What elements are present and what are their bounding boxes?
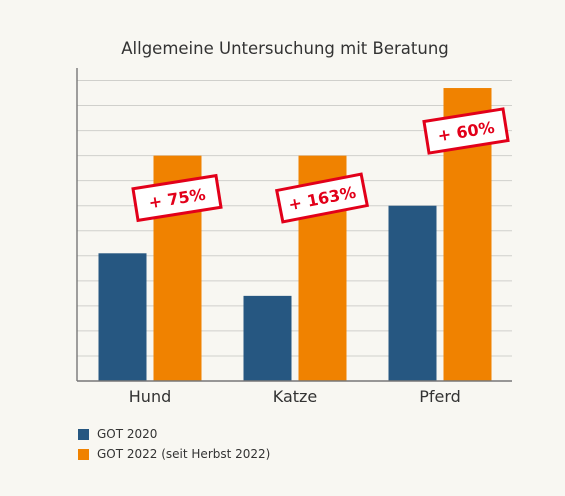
legend-item-got2020: GOT 2020 (78, 424, 270, 444)
legend-item-got2022: GOT 2022 (seit Herbst 2022) (78, 444, 270, 464)
bars (98, 88, 492, 382)
chart-title: Allgemeine Untersuchung mit Beratung (121, 39, 449, 58)
legend: GOT 2020 GOT 2022 (seit Herbst 2022) (78, 424, 270, 464)
legend-swatch-got2022 (78, 448, 89, 460)
x-tick-labels: Hund Katze Pferd (129, 387, 461, 406)
legend-label-got2022: GOT 2022 (seit Herbst 2022) (97, 447, 271, 461)
bar-pferd-series1 (388, 205, 437, 381)
x-tick-label: Hund (129, 387, 171, 406)
x-tick-label: Pferd (419, 387, 461, 406)
percent-badge-frame (274, 172, 370, 224)
bar-hund-series1 (98, 253, 147, 381)
legend-label-got2020: GOT 2020 (97, 427, 158, 441)
percent-badge: + 60% (422, 107, 510, 155)
percent-badges: + 75% + 163% + 60% (131, 107, 510, 224)
legend-swatch-got2020 (78, 428, 89, 440)
x-tick-label: Katze (273, 387, 318, 406)
percent-badge-frame (131, 173, 223, 223)
percent-badge: + 75% (131, 173, 223, 223)
percent-badge: + 163% (274, 172, 370, 224)
bar-katze-series1 (243, 295, 292, 381)
percent-badge-frame (422, 107, 510, 155)
